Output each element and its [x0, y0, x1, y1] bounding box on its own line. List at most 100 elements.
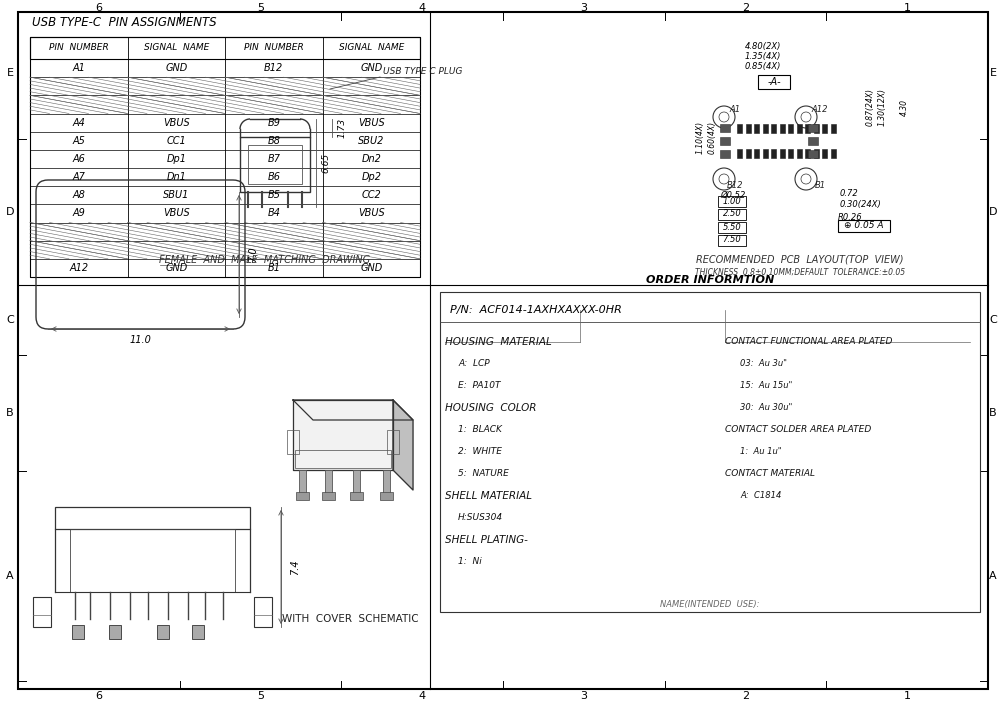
Bar: [746, 124, 750, 133]
Text: 5.50: 5.50: [723, 223, 741, 231]
Text: SHELL PLATING-: SHELL PLATING-: [445, 535, 528, 545]
Text: 0.87(24X): 0.87(24X): [866, 88, 874, 126]
Text: SBU2: SBU2: [358, 136, 384, 146]
Bar: [387, 430, 399, 454]
Bar: [30, 37, 420, 59]
Bar: [70, 529, 235, 592]
Bar: [822, 124, 827, 133]
Bar: [822, 149, 827, 158]
Text: B6: B6: [267, 172, 280, 182]
Bar: [814, 149, 818, 158]
Text: B1: B1: [814, 180, 826, 189]
Text: A9: A9: [72, 209, 85, 218]
Bar: [192, 625, 204, 639]
Text: 2: 2: [742, 691, 749, 701]
Text: 6: 6: [95, 3, 102, 13]
Text: 3: 3: [580, 691, 587, 701]
Bar: [746, 149, 750, 158]
Text: A7: A7: [72, 172, 85, 182]
Bar: [720, 150, 730, 158]
Bar: [380, 492, 393, 500]
Bar: [771, 124, 776, 133]
Text: E: E: [7, 69, 14, 78]
Text: GND: GND: [360, 263, 382, 273]
Text: CC2: CC2: [361, 190, 381, 200]
Text: A: A: [989, 571, 997, 581]
Text: 1.73: 1.73: [338, 118, 347, 138]
Text: 1.10(4X): 1.10(4X): [696, 120, 704, 153]
Text: 6.65: 6.65: [322, 153, 330, 173]
Text: B7: B7: [267, 154, 280, 164]
Text: THICKNESS  0.8±0.10MM;DEFAULT  TOLERANCE:±0.05: THICKNESS 0.8±0.10MM;DEFAULT TOLERANCE:±…: [695, 267, 905, 276]
Text: 2: 2: [742, 3, 749, 13]
Text: 30:  Au 30u": 30: Au 30u": [740, 404, 792, 412]
Bar: [718, 209, 746, 220]
Text: GND: GND: [165, 63, 187, 73]
Bar: [240, 137, 310, 192]
Text: 3: 3: [580, 3, 587, 13]
Text: B1: B1: [267, 263, 280, 273]
Text: -A-: -A-: [767, 77, 781, 87]
Bar: [322, 492, 335, 500]
Text: 4: 4: [419, 3, 426, 13]
Text: VBUS: VBUS: [358, 209, 385, 218]
Bar: [838, 220, 890, 232]
Text: A1: A1: [72, 63, 85, 73]
Text: 0.60(4X): 0.60(4X): [708, 120, 716, 153]
Text: A8: A8: [72, 190, 85, 200]
Text: 1:  Au 1u": 1: Au 1u": [740, 448, 782, 457]
Text: B9: B9: [267, 117, 280, 127]
Text: CONTACT MATERIAL: CONTACT MATERIAL: [725, 469, 815, 479]
Bar: [720, 124, 730, 132]
Text: GND: GND: [165, 263, 187, 273]
Bar: [248, 145, 302, 184]
Text: A:  C1814: A: C1814: [740, 491, 781, 501]
Text: VBUS: VBUS: [163, 209, 190, 218]
Text: 1.35(4X): 1.35(4X): [745, 52, 781, 62]
Bar: [754, 149, 759, 158]
Text: H:SUS304: H:SUS304: [458, 513, 503, 522]
Text: 1:  Ni: 1: Ni: [458, 558, 482, 566]
Text: A4: A4: [72, 117, 85, 127]
Text: D: D: [6, 207, 14, 217]
Bar: [350, 492, 363, 500]
Text: NAME(INTENDED  USE):: NAME(INTENDED USE):: [660, 600, 760, 609]
Text: A:  LCP: A: LCP: [458, 359, 490, 368]
Bar: [796, 149, 802, 158]
Text: Dn1: Dn1: [166, 172, 186, 182]
Text: FEMALE  AND  MALE  MATCHING  DRAWING: FEMALE AND MALE MATCHING DRAWING: [159, 255, 371, 265]
Text: SIGNAL  NAME: SIGNAL NAME: [339, 44, 404, 52]
Text: Dp1: Dp1: [166, 154, 186, 164]
Bar: [808, 150, 818, 158]
Bar: [763, 149, 768, 158]
Text: 6: 6: [95, 691, 102, 701]
Text: USB TYPE C PLUG: USB TYPE C PLUG: [383, 67, 462, 76]
Polygon shape: [293, 400, 413, 420]
Text: 0.85(4X): 0.85(4X): [745, 62, 781, 71]
Text: 4: 4: [419, 691, 426, 701]
Text: ⊕ 0.05 A: ⊕ 0.05 A: [844, 221, 884, 230]
Text: CONTACT SOLDER AREA PLATED: CONTACT SOLDER AREA PLATED: [725, 426, 871, 435]
Bar: [718, 222, 746, 233]
Bar: [763, 124, 768, 133]
Text: 03:  Au 3u": 03: Au 3u": [740, 359, 787, 368]
Text: 1.00: 1.00: [723, 197, 741, 206]
Text: A6: A6: [72, 154, 85, 164]
Text: PIN  NUMBER: PIN NUMBER: [244, 44, 304, 52]
Text: B: B: [6, 408, 14, 418]
Text: 1: 1: [904, 3, 911, 13]
Text: HOUSING  MATERIAL: HOUSING MATERIAL: [445, 337, 552, 347]
Bar: [383, 470, 390, 494]
Bar: [325, 470, 332, 494]
Bar: [718, 196, 746, 207]
Text: A12: A12: [69, 263, 88, 273]
Bar: [814, 124, 818, 133]
Text: A5: A5: [72, 136, 85, 146]
Text: 2.50: 2.50: [723, 209, 741, 218]
Text: C: C: [6, 315, 14, 325]
Text: R0.26: R0.26: [838, 213, 863, 221]
Text: B8: B8: [267, 136, 280, 146]
Bar: [33, 597, 51, 627]
Polygon shape: [393, 400, 413, 490]
Text: 7.0: 7.0: [248, 247, 258, 262]
